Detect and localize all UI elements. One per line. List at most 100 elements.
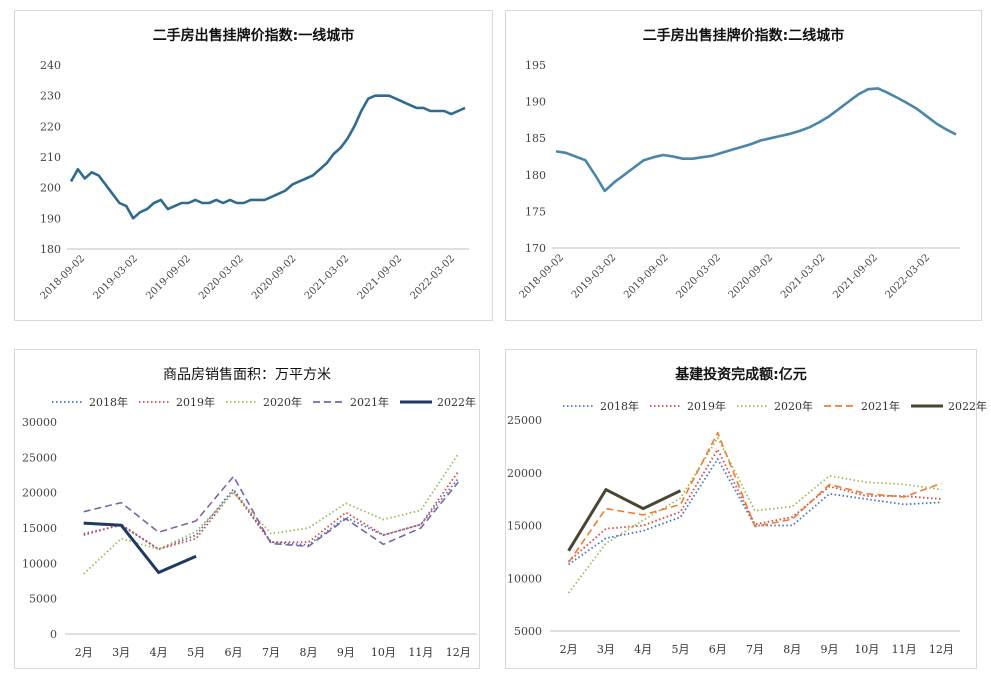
legend-item: 2021年 bbox=[312, 394, 389, 410]
y-tick-label: 5000 bbox=[29, 593, 57, 606]
chart-legend: 2018年 2019年 2020年 2021年 2022年 bbox=[562, 398, 987, 414]
x-tick-label: 12月 bbox=[446, 646, 471, 659]
series-line bbox=[83, 477, 459, 551]
y-tick-label: 230 bbox=[40, 90, 61, 103]
series-line bbox=[83, 470, 460, 551]
series-line bbox=[567, 431, 942, 563]
x-tick-label: 2021-03-02 bbox=[303, 253, 352, 302]
y-tick-label: 25000 bbox=[507, 414, 542, 427]
x-tick-label: 6月 bbox=[225, 646, 243, 659]
legend-item: 2019年 bbox=[138, 394, 215, 410]
x-tick-label: 2020-03-02 bbox=[674, 252, 723, 301]
x-tick-label: 10月 bbox=[371, 646, 396, 659]
series-line bbox=[567, 488, 682, 552]
legend-swatch bbox=[139, 401, 171, 403]
y-tick-label: 210 bbox=[40, 151, 61, 164]
legend-item: 2020年 bbox=[736, 398, 813, 414]
legend-label: 2020年 bbox=[774, 400, 813, 413]
legend-item: 2022年 bbox=[399, 394, 476, 410]
x-tick-label: 4月 bbox=[150, 646, 168, 659]
x-tick-label: 2019-03-02 bbox=[570, 252, 619, 301]
x-tick-label: 11月 bbox=[892, 643, 917, 656]
x-tick-label: 7月 bbox=[746, 643, 764, 656]
y-tick-label: 30000 bbox=[22, 416, 57, 429]
legend-label: 2021年 bbox=[861, 400, 900, 413]
chart-panel-sales-area: 商品房销售面积：万平方米 2018年 2019年 2020年 2021年 2022年 0… bbox=[14, 349, 480, 669]
x-tick-label: 6月 bbox=[709, 643, 727, 656]
series-line bbox=[69, 94, 466, 220]
y-tick-label: 10000 bbox=[22, 557, 57, 570]
chart-panel-infrastructure: 基建投资完成额:亿元 2018年 2019年 2020年 2021年 2022年 500… bbox=[505, 349, 987, 669]
legend-swatch bbox=[737, 405, 769, 407]
chart-title: 商品房销售面积：万平方米 bbox=[163, 367, 331, 383]
x-tick-label: 7月 bbox=[262, 646, 280, 659]
legend-label: 2022年 bbox=[437, 396, 476, 409]
x-tick-label: 2020-09-02 bbox=[250, 253, 299, 302]
x-tick-label: 2月 bbox=[560, 643, 578, 656]
x-tick-label: 9月 bbox=[821, 643, 839, 656]
y-tick-label: 180 bbox=[40, 243, 61, 256]
y-tick-label: 195 bbox=[525, 59, 546, 72]
y-tick-label: 15000 bbox=[22, 522, 57, 535]
legend-swatch bbox=[650, 405, 682, 407]
x-tick-label: 8月 bbox=[783, 643, 801, 656]
y-tick-label: 240 bbox=[40, 59, 61, 72]
legend-label: 2018年 bbox=[600, 400, 639, 413]
x-tick-label: 2019-09-02 bbox=[622, 252, 671, 301]
legend-label: 2022年 bbox=[948, 400, 987, 413]
legend-item: 2018年 bbox=[562, 398, 639, 414]
series-line bbox=[568, 458, 942, 566]
line-chart-tier1: 180 190 200 210 220 230 240 2018-09-02 2019-03-0… bbox=[39, 59, 469, 302]
series-line bbox=[83, 475, 459, 548]
legend-label: 2021年 bbox=[350, 396, 389, 409]
y-tick-label: 200 bbox=[40, 182, 61, 195]
y-tick-label: 25000 bbox=[22, 451, 57, 464]
series-line bbox=[555, 87, 957, 193]
y-tick-label: 0 bbox=[50, 628, 57, 641]
x-tick-label: 2021-09-02 bbox=[831, 252, 880, 301]
y-tick-label: 190 bbox=[525, 96, 546, 109]
x-tick-label: 2021-09-02 bbox=[356, 253, 405, 302]
x-tick-label: 2018-09-02 bbox=[39, 253, 88, 302]
chart-panel-tier2: 二手房出售挂牌价指数:二线城市 170 175 180 185 190 195 2018-0… bbox=[505, 10, 982, 321]
x-tick-label: 2021-03-02 bbox=[779, 252, 828, 301]
x-tick-label: 3月 bbox=[112, 646, 130, 659]
x-tick-label: 2月 bbox=[75, 646, 93, 659]
legend-swatch bbox=[911, 404, 943, 408]
x-tick-label: 2020-09-02 bbox=[727, 252, 776, 301]
y-tick-label: 15000 bbox=[507, 520, 542, 533]
legend-label: 2019年 bbox=[176, 396, 215, 409]
y-tick-label: 170 bbox=[525, 242, 546, 255]
x-tick-label: 2022-03-02 bbox=[409, 253, 458, 302]
series-line bbox=[83, 453, 460, 575]
y-tick-label: 20000 bbox=[507, 467, 542, 480]
chart-legend: 2018年 2019年 2020年 2021年 2022年 bbox=[51, 394, 476, 410]
legend-item: 2019年 bbox=[649, 398, 726, 414]
x-tick-label: 4月 bbox=[634, 643, 652, 656]
x-tick-label: 8月 bbox=[299, 646, 317, 659]
y-tick-label: 20000 bbox=[22, 487, 57, 500]
legend-swatch bbox=[824, 405, 856, 407]
x-tick-label: 2022-03-02 bbox=[884, 252, 933, 301]
chart-title: 基建投资完成额:亿元 bbox=[675, 367, 807, 383]
y-tick-label: 175 bbox=[525, 205, 546, 218]
legend-item: 2020年 bbox=[225, 394, 302, 410]
series-line bbox=[83, 521, 197, 574]
legend-swatch bbox=[313, 401, 345, 403]
y-tick-label: 10000 bbox=[507, 572, 542, 585]
y-tick-label: 220 bbox=[40, 120, 61, 133]
legend-swatch bbox=[400, 400, 432, 404]
x-tick-label: 5月 bbox=[671, 643, 689, 656]
x-tick-label: 2019-03-02 bbox=[91, 253, 140, 302]
chart-panel-tier1: 二手房出售挂牌价指数:一线城市 180 190 200 210 220 230 240 201… bbox=[14, 10, 493, 321]
legend-item: 2021年 bbox=[823, 398, 900, 414]
y-tick-label: 5000 bbox=[514, 625, 542, 638]
y-tick-label: 190 bbox=[40, 212, 61, 225]
y-tick-label: 185 bbox=[525, 132, 546, 145]
legend-label: 2020年 bbox=[263, 396, 302, 409]
legend-swatch bbox=[563, 405, 595, 407]
legend-item: 2018年 bbox=[51, 394, 128, 410]
x-tick-label: 12月 bbox=[929, 643, 954, 656]
legend-swatch bbox=[52, 401, 84, 403]
